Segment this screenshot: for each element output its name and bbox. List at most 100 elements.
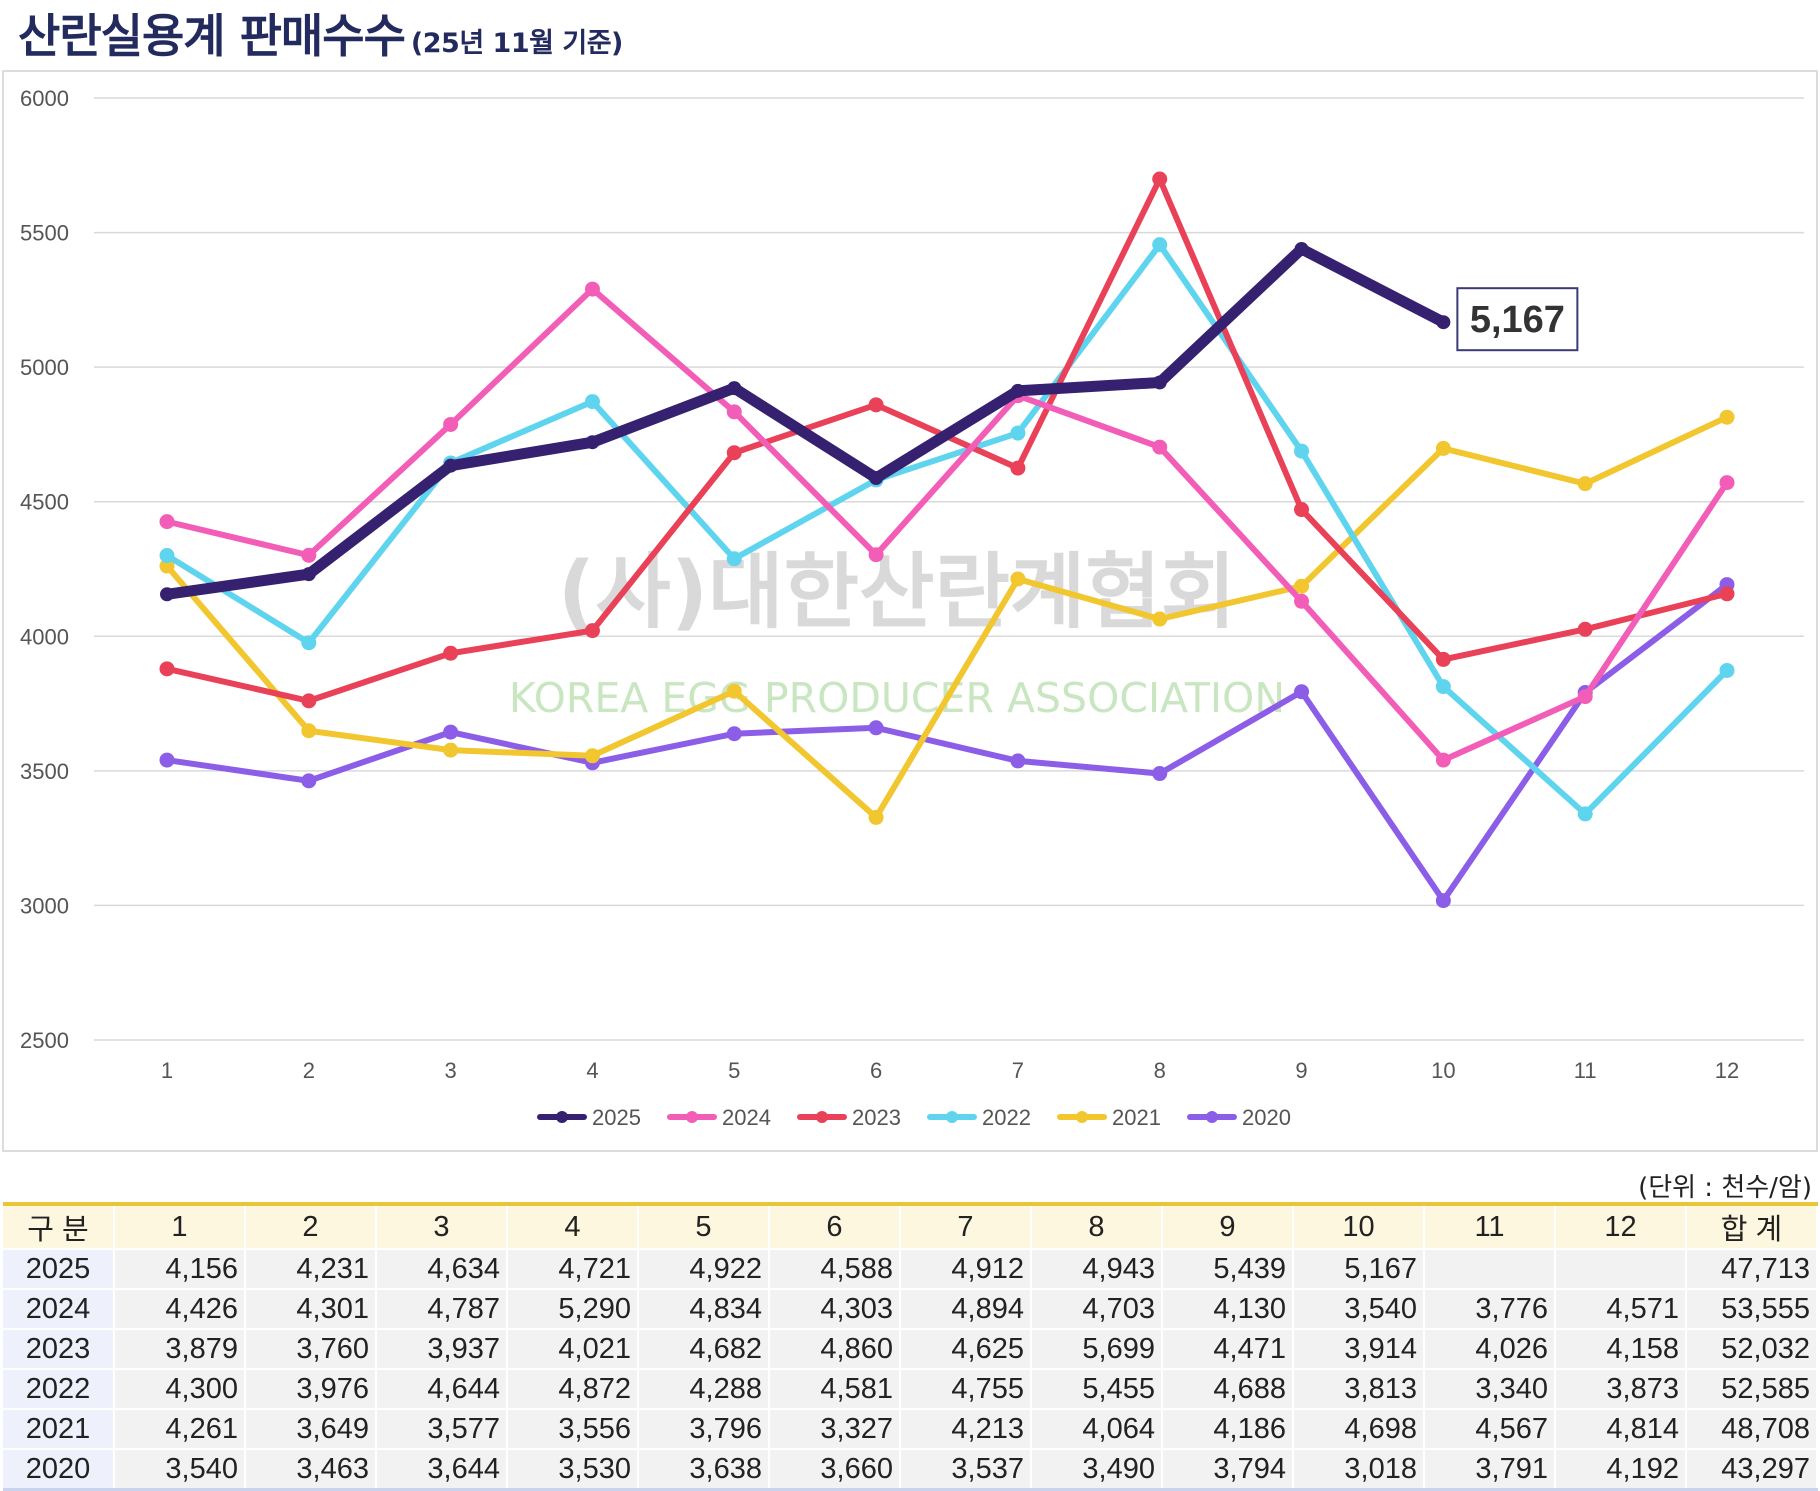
row-total: 53,555: [1686, 1288, 1818, 1329]
table-cell: 4,922: [638, 1248, 770, 1289]
table-cell: 4,755: [900, 1368, 1032, 1409]
table-header-label: 구 분: [3, 1204, 115, 1249]
y-tick-label: 2500: [20, 1028, 69, 1053]
watermark-en: KOREA EGG PRODUCER ASSOCIATION: [509, 674, 1285, 722]
table-cell: 4,158: [1555, 1328, 1687, 1369]
table-cell: 4,471: [1162, 1328, 1294, 1369]
table-cell: 3,976: [245, 1368, 377, 1409]
data-point: [1577, 689, 1593, 705]
data-point: [1010, 460, 1026, 476]
unit-note: (단위 : 천수/암): [1638, 1173, 1812, 1203]
row-total: 52,585: [1686, 1368, 1818, 1409]
legend-item-2023: 2023: [797, 1105, 901, 1130]
table-header-month: 12: [1555, 1204, 1687, 1249]
data-point: [1010, 753, 1026, 769]
data-point: [443, 645, 459, 661]
table-header-month: 6: [769, 1204, 901, 1249]
x-axis-ticks: 1 2 3 4 5 6 7 8 9 10 11 12: [161, 1058, 1739, 1083]
table-cell: 3,577: [376, 1408, 508, 1449]
table-cell: 3,794: [1162, 1448, 1294, 1491]
table-cell: 3,340: [1424, 1368, 1556, 1409]
legend-item-2022: 2022: [927, 1105, 1031, 1130]
page-subtitle: (25년 11월 기준): [410, 28, 624, 59]
table-cell: 4,912: [900, 1248, 1032, 1289]
y-tick-label: 3000: [20, 893, 69, 918]
series-2025: [160, 241, 1451, 602]
data-point: [159, 548, 175, 564]
data-point: [868, 397, 884, 413]
table-cell: 5,439: [1162, 1248, 1294, 1289]
table-cell: 4,130: [1162, 1288, 1294, 1329]
table-cell: 3,660: [769, 1448, 901, 1491]
data-point: [1435, 893, 1451, 909]
legend-item-2024: 2024: [667, 1105, 771, 1130]
table-header-month: 11: [1424, 1204, 1556, 1249]
x-tick-label: 4: [586, 1058, 598, 1083]
table-cell: 4,231: [245, 1248, 377, 1289]
data-point: [301, 723, 317, 739]
row-total: 47,713: [1686, 1248, 1818, 1289]
row-year: 2024: [3, 1288, 115, 1329]
table-cell: 5,167: [1293, 1248, 1425, 1289]
data-point: [868, 720, 884, 736]
table-cell: 3,796: [638, 1408, 770, 1449]
x-tick-label: 7: [1012, 1058, 1024, 1083]
data-point: [1294, 502, 1310, 518]
y-axis-ticks: 2500 3000 3500 4000 4500 5000 5500 6000: [20, 86, 69, 1053]
data-point: [159, 752, 175, 768]
data-point: [443, 458, 458, 473]
data-point: [585, 435, 600, 450]
table-cell: 4,567: [1424, 1408, 1556, 1449]
annotation-label: 5,167: [1470, 299, 1565, 341]
series-2020: [159, 577, 1735, 909]
data-point: [1435, 752, 1451, 768]
watermark-kr: (사)대한산란계협회: [558, 545, 1236, 640]
table-cell: 3,937: [376, 1328, 508, 1369]
table-cell: 4,581: [769, 1368, 901, 1409]
series-line-2020: [164, 581, 1730, 906]
row-year: 2023: [3, 1328, 115, 1369]
table-cell: 4,303: [769, 1288, 901, 1329]
x-tick-label: 5: [728, 1058, 740, 1083]
data-point: [159, 558, 175, 574]
data-point: [1152, 237, 1168, 253]
table-cell: 4,300: [114, 1368, 246, 1409]
table-cell: 4,698: [1293, 1408, 1425, 1449]
data-point: [443, 724, 459, 740]
legend-label: 2022: [982, 1105, 1031, 1130]
table-row: 2025 4,156 4,231 4,634 4,721 4,922 4,588 4,912 4…: [3, 1248, 1818, 1289]
row-year: 2025: [3, 1248, 115, 1289]
data-point: [1435, 440, 1451, 456]
data-point: [1152, 611, 1168, 627]
table-cell: 4,860: [769, 1328, 901, 1369]
data-point: [1294, 241, 1309, 256]
table-row: 2023 3,879 3,760 3,937 4,021 4,682 4,860 4,625 5…: [3, 1328, 1818, 1369]
series-line-2022: [164, 239, 1730, 819]
table-cell: 4,026: [1424, 1328, 1556, 1369]
table-header-month: 3: [376, 1204, 508, 1249]
table-cell: 3,490: [1031, 1448, 1163, 1491]
row-total: 43,297: [1686, 1448, 1818, 1491]
data-point: [584, 623, 600, 639]
table-header-month: 8: [1031, 1204, 1163, 1249]
table-cell: 4,872: [507, 1368, 639, 1409]
legend-marker: [1076, 1111, 1088, 1123]
table-cell: 4,721: [507, 1248, 639, 1289]
page-title: 산란실용계 판매수수: [18, 9, 406, 63]
table-cell: 3,644: [376, 1448, 508, 1491]
data-point: [301, 567, 316, 582]
row-year: 2020: [3, 1448, 115, 1491]
legend-label: 2025: [592, 1105, 641, 1130]
data-point: [301, 635, 317, 651]
legend-marker: [816, 1111, 828, 1123]
table-cell: 4,814: [1555, 1408, 1687, 1449]
table-body: 2025 4,156 4,231 4,634 4,721 4,922 4,588 4,912 4…: [3, 1248, 1818, 1491]
table-cell: 4,213: [900, 1408, 1032, 1449]
data-point: [1294, 443, 1310, 459]
title-block: 산란실용계 판매수수 (25년 11월 기준): [18, 0, 624, 63]
table-cell: [1555, 1248, 1687, 1289]
data-point: [1152, 439, 1168, 455]
data-table: 구 분 1 2 3 4 5 6 7 8 9 10 11 12 합 계 2025 4,156 4,231 4,63…: [3, 1202, 1818, 1491]
